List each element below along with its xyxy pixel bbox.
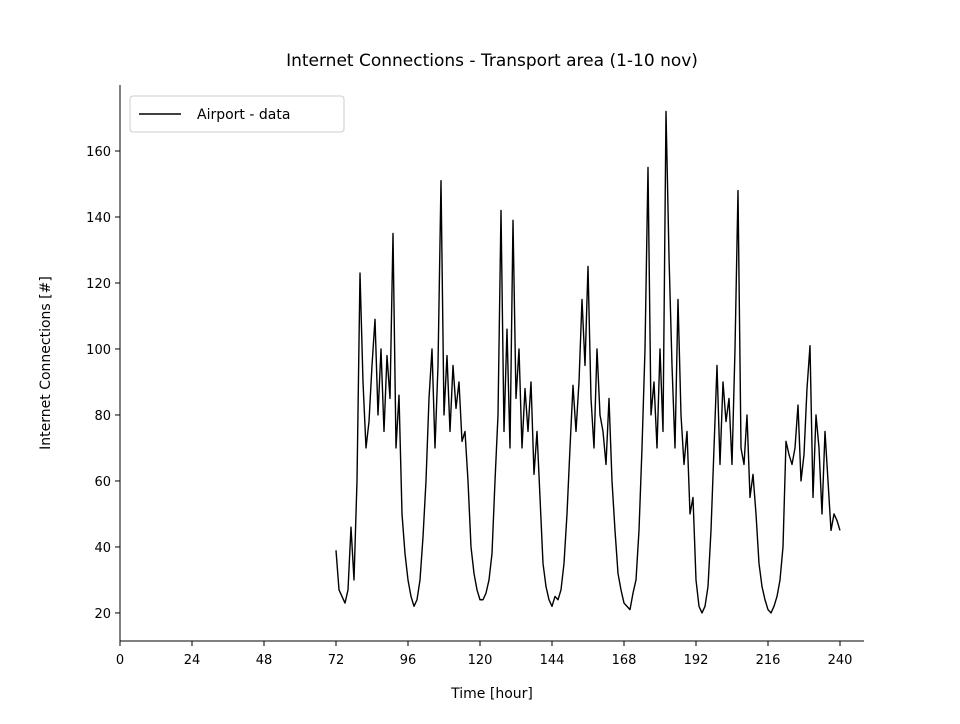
legend-label: Airport - data <box>197 107 290 123</box>
y-tick-label: 60 <box>94 475 111 490</box>
y-tick-label: 100 <box>86 343 111 358</box>
x-tick-label: 0 <box>116 653 124 668</box>
x-tick-label: 96 <box>400 653 417 668</box>
x-axis-label: Time [hour] <box>450 686 533 702</box>
x-tick-label: 192 <box>684 653 709 668</box>
x-tick-label: 120 <box>468 653 493 668</box>
x-tick-label: 168 <box>612 653 637 668</box>
x-tick-label: 72 <box>328 653 345 668</box>
x-tick-label: 216 <box>756 653 781 668</box>
y-tick-label: 120 <box>86 277 111 292</box>
legend-box <box>129 95 345 133</box>
chart-title: Internet Connections - Transport area (1… <box>286 51 698 71</box>
y-tick-label: 40 <box>94 541 111 556</box>
x-tick-label: 48 <box>256 653 273 668</box>
y-tick-label: 160 <box>86 145 111 160</box>
x-tick-label: 240 <box>828 653 853 668</box>
data-line <box>335 110 841 614</box>
y-tick-label: 80 <box>94 409 111 424</box>
y-tick-label: 20 <box>94 607 111 622</box>
y-axis-label: Internet Connections [#] <box>38 276 54 450</box>
x-tick-label: 24 <box>184 653 201 668</box>
x-tick-label: 144 <box>540 653 565 668</box>
y-tick-label: 140 <box>86 211 111 226</box>
